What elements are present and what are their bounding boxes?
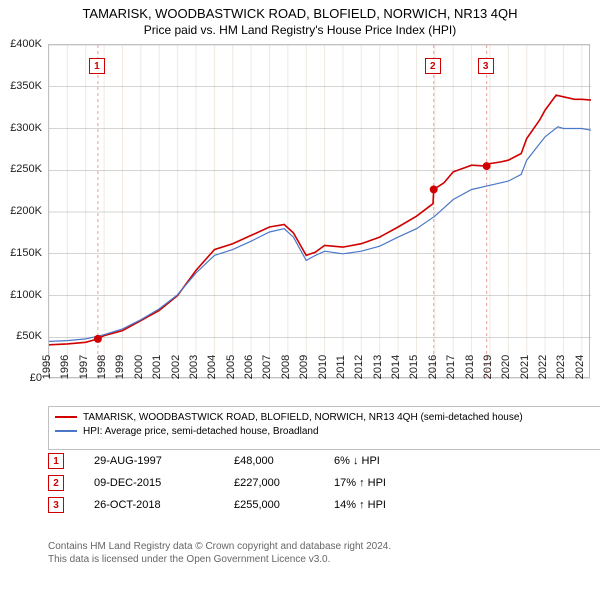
xtick-label: 2006 [243, 352, 255, 382]
transaction-price: £48,000 [234, 455, 334, 467]
xtick-label: 2023 [555, 352, 567, 382]
ytick-label: £200K [0, 205, 42, 217]
transaction-row: 3 26-OCT-2018£255,00014% ↑ HPI [48, 494, 454, 516]
ytick-label: £50K [0, 330, 42, 342]
transaction-diff: 14% ↑ HPI [334, 499, 454, 511]
transaction-index-box: 1 [48, 453, 64, 469]
legend-swatch [55, 416, 77, 418]
xtick-label: 2002 [170, 352, 182, 382]
ytick-label: £150K [0, 247, 42, 259]
xtick-label: 2021 [519, 352, 531, 382]
xtick-label: 2009 [298, 352, 310, 382]
ytick-label: £100K [0, 289, 42, 301]
transaction-date: 09-DEC-2015 [94, 477, 234, 489]
xtick-label: 1995 [41, 352, 53, 382]
legend-label: HPI: Average price, semi-detached house,… [83, 426, 319, 437]
xtick-label: 2014 [390, 352, 402, 382]
xtick-label: 2016 [427, 352, 439, 382]
xtick-label: 2015 [408, 352, 420, 382]
xtick-label: 2018 [464, 352, 476, 382]
xtick-label: 2004 [206, 352, 218, 382]
legend-label: TAMARISK, WOODBASTWICK ROAD, BLOFIELD, N… [83, 412, 523, 423]
xtick-label: 2022 [537, 352, 549, 382]
footer-line-1: Contains HM Land Registry data © Crown c… [48, 540, 391, 553]
xtick-label: 2020 [500, 352, 512, 382]
attribution-footer: Contains HM Land Registry data © Crown c… [48, 540, 391, 566]
callout-marker-1: 1 [89, 58, 105, 74]
callout-marker-2: 2 [425, 58, 441, 74]
transaction-date: 29-AUG-1997 [94, 455, 234, 467]
xtick-label: 2003 [188, 352, 200, 382]
transaction-row: 1 29-AUG-1997£48,0006% ↓ HPI [48, 450, 454, 472]
xtick-label: 2001 [151, 352, 163, 382]
xtick-label: 1996 [59, 352, 71, 382]
xtick-label: 2024 [574, 352, 586, 382]
transaction-index-box: 2 [48, 475, 64, 491]
ytick-label: £350K [0, 80, 42, 92]
chart-title: TAMARISK, WOODBASTWICK ROAD, BLOFIELD, N… [0, 0, 600, 21]
xtick-label: 2010 [317, 352, 329, 382]
ytick-label: £300K [0, 122, 42, 134]
xtick-label: 2019 [482, 352, 494, 382]
legend: TAMARISK, WOODBASTWICK ROAD, BLOFIELD, N… [48, 406, 600, 450]
chart-svg [49, 45, 591, 379]
xtick-label: 1997 [78, 352, 90, 382]
transaction-index-box: 3 [48, 497, 64, 513]
transaction-price: £227,000 [234, 477, 334, 489]
xtick-label: 2007 [261, 352, 273, 382]
xtick-label: 2000 [133, 352, 145, 382]
xtick-label: 2013 [372, 352, 384, 382]
transaction-list: 1 29-AUG-1997£48,0006% ↓ HPI 2 09-DEC-2015£… [48, 450, 454, 516]
legend-item: TAMARISK, WOODBASTWICK ROAD, BLOFIELD, N… [55, 411, 595, 425]
chart-plot-area [48, 44, 590, 378]
xtick-label: 2011 [335, 352, 347, 382]
ytick-label: £250K [0, 163, 42, 175]
ytick-label: £400K [0, 38, 42, 50]
xtick-label: 2017 [445, 352, 457, 382]
ytick-label: £0 [0, 372, 42, 384]
xtick-label: 2012 [353, 352, 365, 382]
xtick-label: 2008 [280, 352, 292, 382]
transaction-price: £255,000 [234, 499, 334, 511]
legend-item: HPI: Average price, semi-detached house,… [55, 425, 595, 439]
xtick-label: 1998 [96, 352, 108, 382]
transaction-date: 26-OCT-2018 [94, 499, 234, 511]
transaction-diff: 17% ↑ HPI [334, 477, 454, 489]
xtick-label: 2005 [225, 352, 237, 382]
chart-subtitle: Price paid vs. HM Land Registry's House … [0, 21, 600, 37]
callout-marker-3: 3 [478, 58, 494, 74]
transaction-row: 2 09-DEC-2015£227,00017% ↑ HPI [48, 472, 454, 494]
transaction-diff: 6% ↓ HPI [334, 455, 454, 467]
xtick-label: 1999 [114, 352, 126, 382]
footer-line-2: This data is licensed under the Open Gov… [48, 553, 391, 566]
legend-swatch [55, 430, 77, 432]
